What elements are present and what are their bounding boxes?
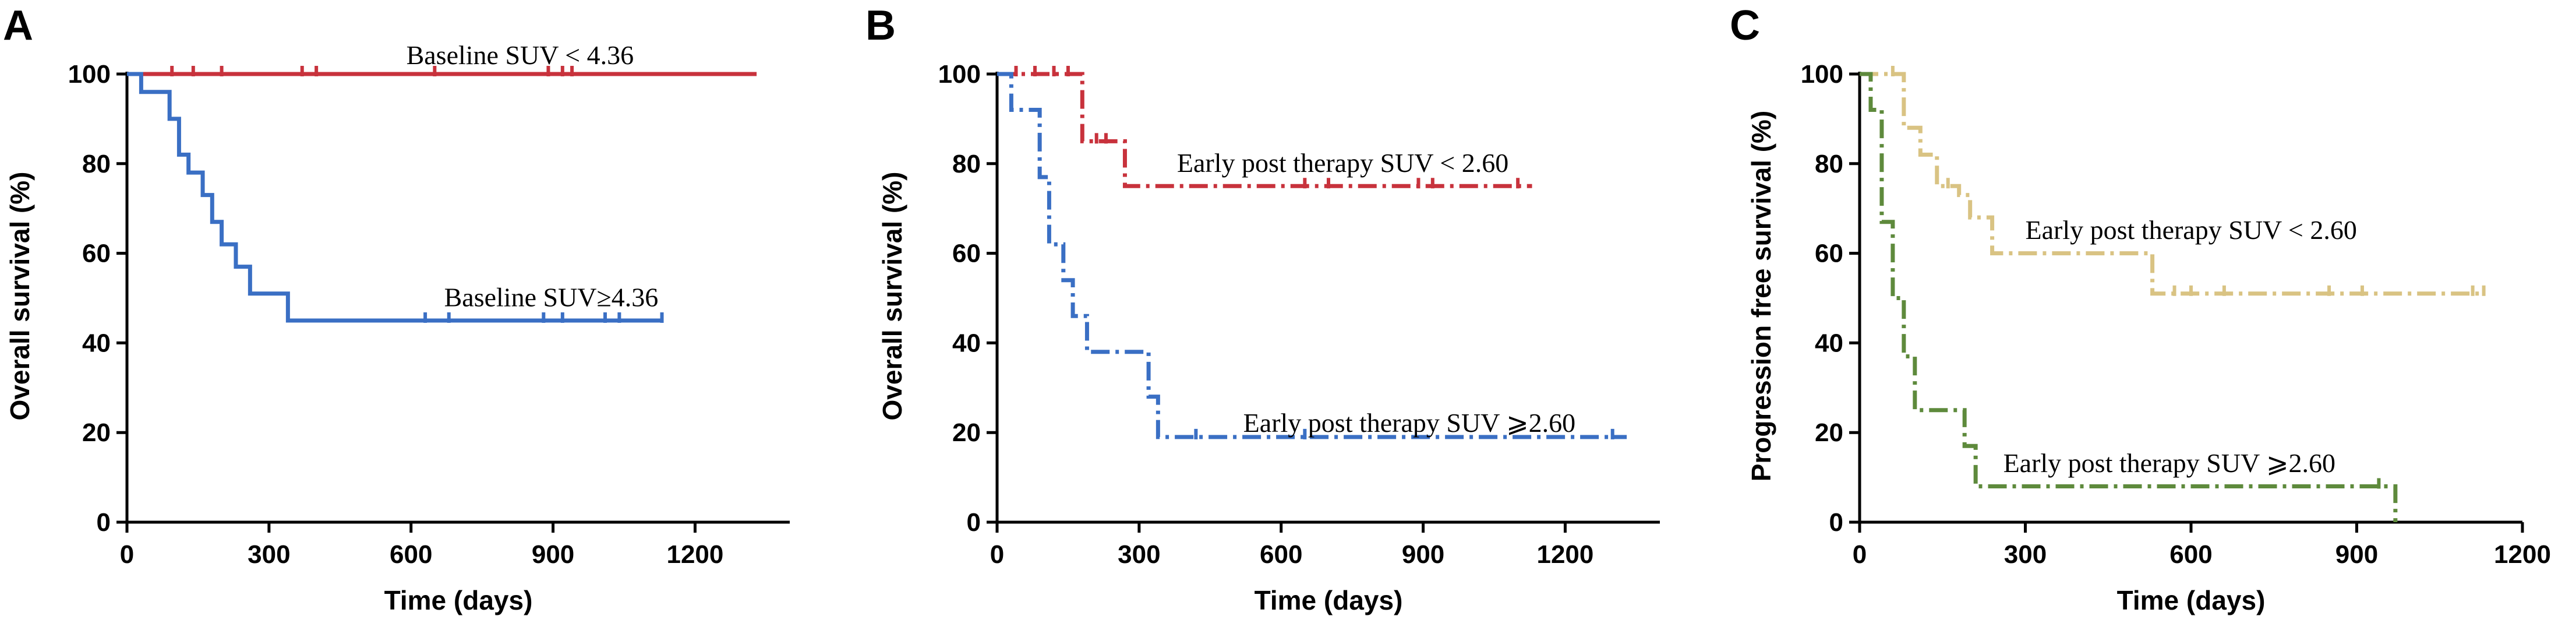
y-tick-label: 20 xyxy=(82,418,111,447)
panel-b: B 0 20 40 60 80 100 0 300 600 900 1200 Time (days) Ov… xyxy=(865,2,1660,615)
panel-c: C 0 20 40 60 80 100 0 300 600 900 1200 Time (days) Pr… xyxy=(1730,2,2551,615)
panel-letter: C xyxy=(1730,2,1760,49)
series-label-1: Early post therapy SUV < 2.60 xyxy=(1177,148,1508,178)
y-tick-label: 60 xyxy=(82,240,111,268)
y-tick-label: 60 xyxy=(1815,240,1843,268)
survival-curve-2 xyxy=(997,72,1627,439)
x-axis-title: Time (days) xyxy=(1255,585,1403,615)
x-tick-label: 600 xyxy=(390,540,432,569)
x-axis-title: Time (days) xyxy=(384,585,533,615)
y-tick-label: 100 xyxy=(1801,60,1843,89)
series-label-2: Early post therapy SUV ⩾2.60 xyxy=(1243,408,1575,438)
y-axis-title: Progression free survival (%) xyxy=(1746,111,1776,482)
series-label-1: Baseline SUV < 4.36 xyxy=(407,40,634,70)
survival-curve-1 xyxy=(1860,72,2484,296)
y-tick-label: 0 xyxy=(967,508,981,537)
y-tick-label: 80 xyxy=(1815,150,1843,178)
x-axis-title: Time (days) xyxy=(2117,585,2266,615)
x-tick-label: 300 xyxy=(248,540,290,569)
x-tick-label: 0 xyxy=(1853,540,1867,569)
x-tick-label: 300 xyxy=(2004,540,2047,569)
x-tick-label: 600 xyxy=(1260,540,1302,569)
x-tick-label: 900 xyxy=(1402,540,1444,569)
panel-letter: A xyxy=(3,2,33,49)
x-tick-label: 300 xyxy=(1118,540,1160,569)
x-tick-label: 900 xyxy=(532,540,574,569)
y-tick-label: 60 xyxy=(952,240,981,268)
y-tick-label: 80 xyxy=(82,150,111,178)
y-tick-label: 40 xyxy=(1815,329,1843,357)
y-tick-label: 80 xyxy=(952,150,981,178)
x-tick-label: 900 xyxy=(2335,540,2378,569)
y-tick-label: 20 xyxy=(952,418,981,447)
y-axis-title: Overall survival (%) xyxy=(5,172,35,421)
series-label-1: Early post therapy SUV < 2.60 xyxy=(2026,215,2357,245)
y-tick-label: 20 xyxy=(1815,418,1843,447)
y-tick-label: 100 xyxy=(68,60,111,89)
panel-letter: B xyxy=(865,2,896,49)
y-axis-title: Overall survival (%) xyxy=(877,172,907,421)
series-label-2: Baseline SUV≥4.36 xyxy=(444,283,659,312)
y-tick-label: 40 xyxy=(82,329,111,357)
survival-curve-2 xyxy=(127,72,662,323)
panel-a: A 0 20 40 60 80 100 0 300 600 900 1200 Time (days) Ov… xyxy=(3,2,790,615)
y-tick-label: 0 xyxy=(97,508,111,537)
y-tick-label: 40 xyxy=(952,329,981,357)
x-tick-label: 1200 xyxy=(2494,540,2551,569)
y-tick-label: 0 xyxy=(1829,508,1843,537)
x-tick-label: 1200 xyxy=(666,540,723,569)
x-tick-label: 0 xyxy=(120,540,134,569)
y-tick-label: 100 xyxy=(938,60,981,89)
x-tick-label: 0 xyxy=(990,540,1004,569)
series-label-2: Early post therapy SUV ⩾2.60 xyxy=(2003,448,2335,478)
x-tick-label: 600 xyxy=(2169,540,2212,569)
x-tick-label: 1200 xyxy=(1536,540,1593,569)
